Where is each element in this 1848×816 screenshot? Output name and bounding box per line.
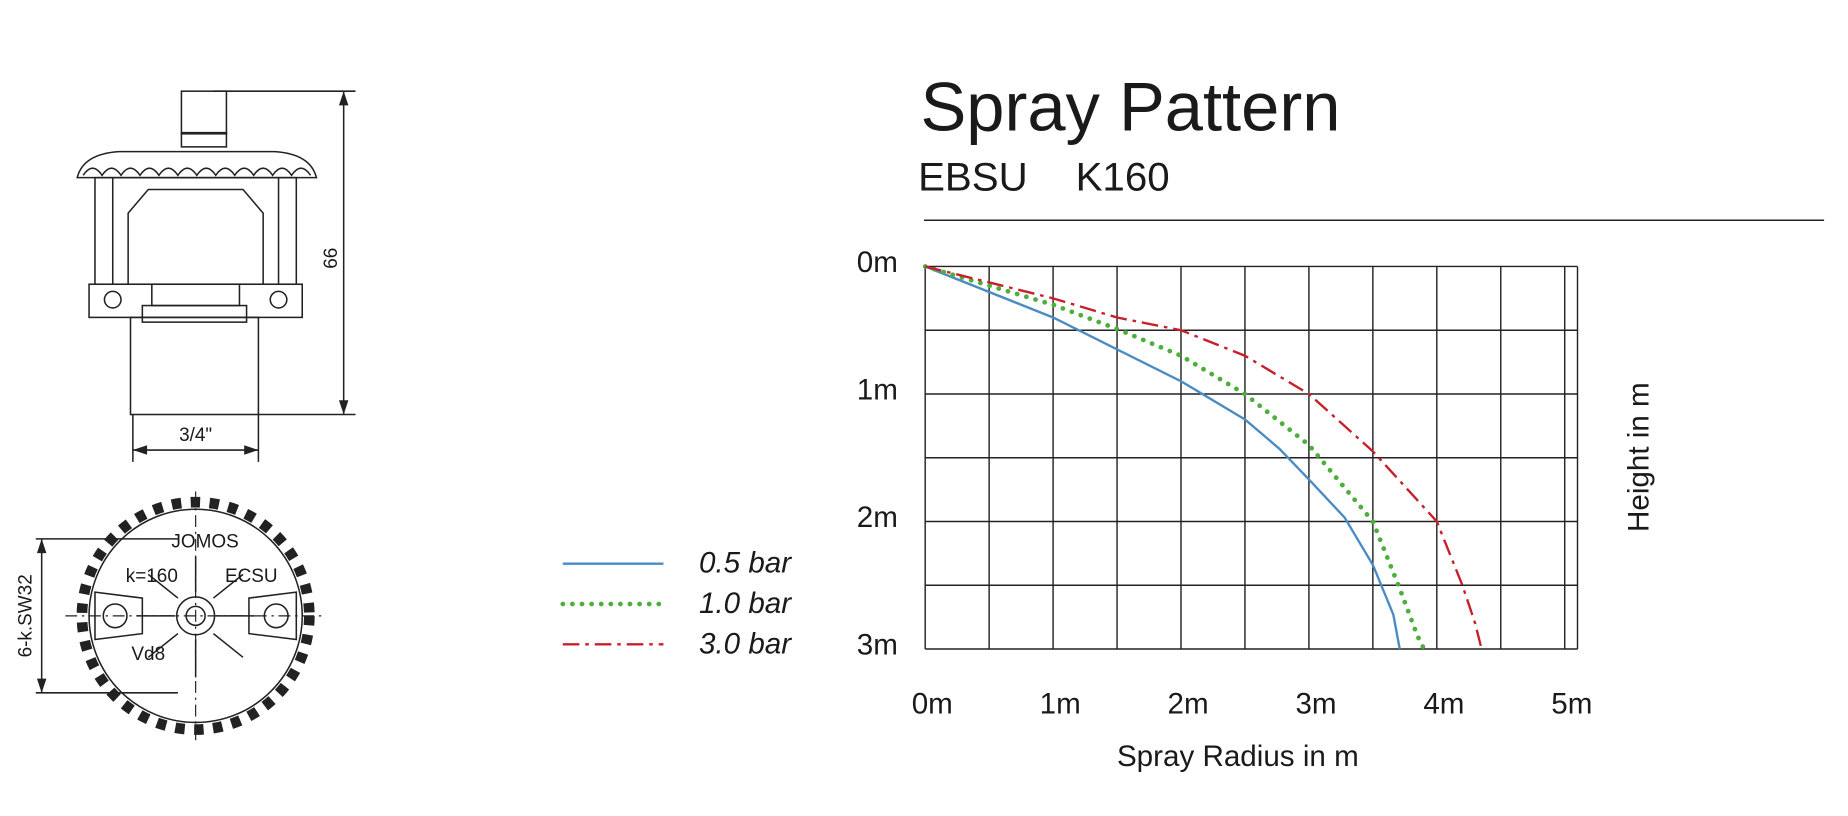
drawing-label: Vd8 bbox=[131, 644, 165, 665]
sprinkler-drawing: 66 3/4" 6-k.SW32 JOMOS k=160 ECSU Vd8 bbox=[15, 90, 356, 741]
y-axis-label: Height in m bbox=[1622, 382, 1655, 532]
dimension-label: 6-k.SW32 bbox=[15, 574, 36, 657]
legend-label: 0.5 bar bbox=[699, 547, 792, 580]
dimension-label: 66 bbox=[321, 248, 342, 269]
chart-subtitle: K160 bbox=[1076, 155, 1170, 200]
chart-subtitle: EBSU bbox=[918, 155, 1028, 200]
legend-label: 1.0 bar bbox=[699, 587, 792, 620]
y-tick-label: 1m bbox=[857, 373, 898, 406]
y-tick-label: 3m bbox=[857, 628, 898, 661]
series-line bbox=[924, 265, 1401, 650]
x-tick-label: 3m bbox=[1295, 688, 1336, 721]
drawing-label: ECSU bbox=[225, 566, 278, 587]
chart-title: Spray Pattern bbox=[920, 69, 1340, 146]
x-axis-label: Spray Radius in m bbox=[1117, 740, 1359, 773]
x-tick-label: 4m bbox=[1423, 688, 1464, 721]
y-tick-label: 0m bbox=[857, 246, 898, 279]
series-line bbox=[922, 264, 1427, 652]
x-tick-label: 0m bbox=[912, 688, 953, 721]
x-tick-label: 5m bbox=[1551, 688, 1592, 721]
drawing-label: k=160 bbox=[126, 566, 178, 587]
x-tick-label: 1m bbox=[1040, 688, 1081, 721]
series-line bbox=[924, 265, 1483, 650]
legend-label: 3.0 bar bbox=[699, 627, 792, 660]
drawing-label: JOMOS bbox=[171, 531, 238, 552]
y-tick-label: 2m bbox=[857, 501, 898, 534]
x-tick-label: 2m bbox=[1168, 688, 1209, 721]
dimension-label: 3/4" bbox=[179, 425, 212, 446]
